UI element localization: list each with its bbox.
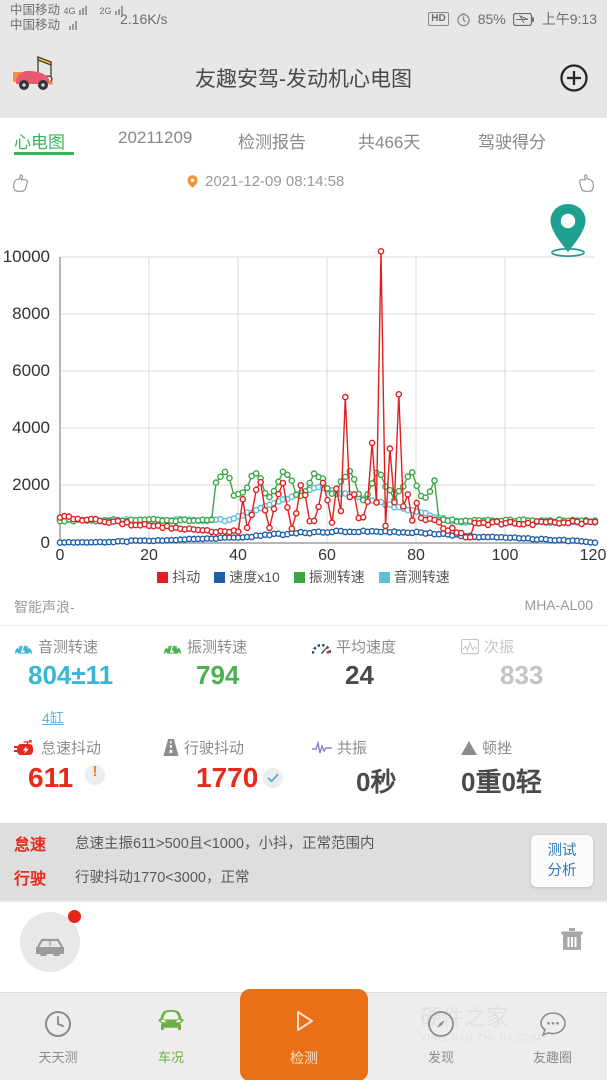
svg-text:8000: 8000 (12, 304, 50, 323)
svg-text:120: 120 (580, 547, 607, 560)
svg-text:6000: 6000 (12, 361, 50, 380)
svg-text:60: 60 (318, 547, 336, 560)
svg-text:100: 100 (492, 547, 519, 560)
svg-text:0: 0 (56, 547, 65, 560)
svg-text:80: 80 (407, 547, 425, 560)
svg-text:10000: 10000 (3, 247, 50, 266)
svg-text:0: 0 (41, 533, 50, 552)
svg-text:4000: 4000 (12, 418, 50, 437)
svg-text:2000: 2000 (12, 475, 50, 494)
svg-text:40: 40 (229, 547, 247, 560)
svg-text:20: 20 (140, 547, 158, 560)
